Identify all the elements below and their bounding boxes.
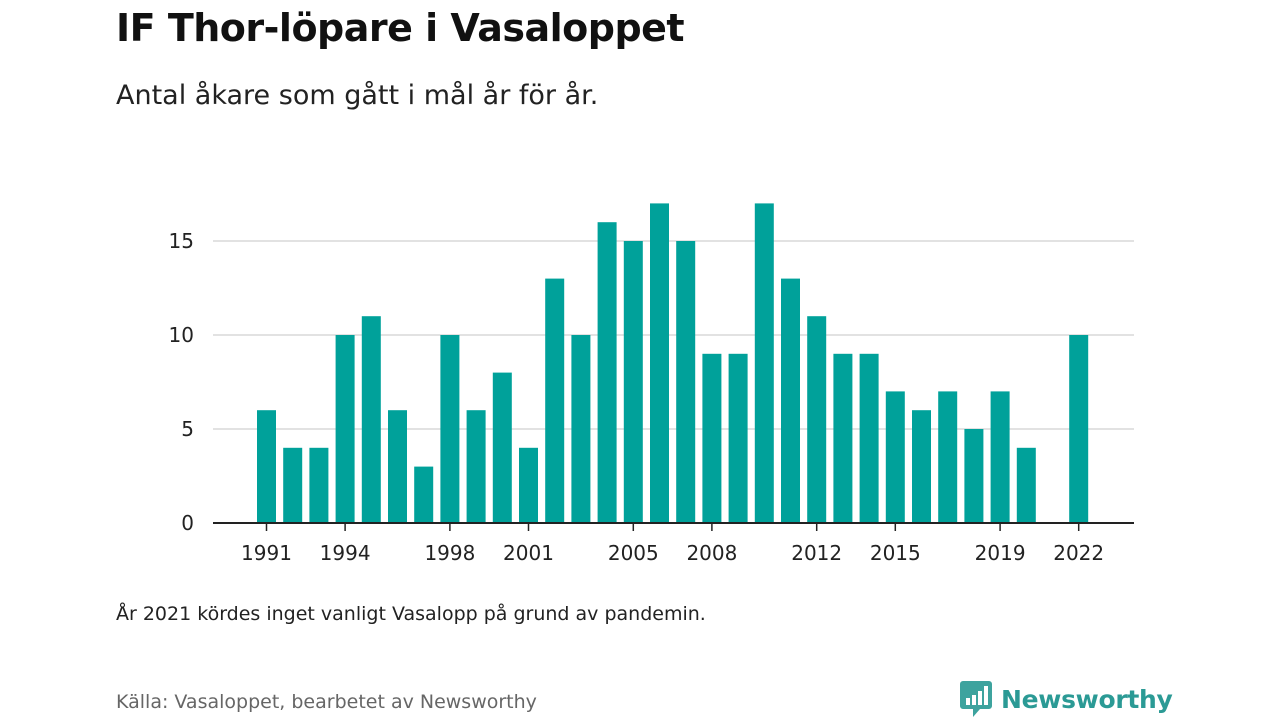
bar-2003[interactable] (571, 335, 591, 523)
bar-2016[interactable] (912, 410, 931, 523)
bar-2014[interactable] (859, 353, 879, 523)
bar-2015[interactable] (885, 391, 905, 523)
bar-2010[interactable] (754, 203, 774, 523)
bar-1991[interactable] (257, 410, 276, 523)
x-tick-label-2005: 2005 (608, 541, 659, 565)
bar-2022[interactable] (1069, 335, 1089, 523)
source-credit: Källa: Vasaloppet, bearbetet av Newswort… (116, 691, 537, 713)
bar-2002[interactable] (545, 278, 565, 523)
bar-2012[interactable] (807, 316, 827, 523)
bar-2007[interactable] (676, 241, 696, 523)
x-tick-label-2019: 2019 (975, 541, 1026, 565)
chart-subtitle: Antal åkare som gått i mål år för år. (116, 80, 599, 111)
y-axis-labels: 0 5 10 15 (169, 229, 194, 535)
bar-1993[interactable] (309, 447, 329, 523)
bars (257, 203, 1089, 523)
x-tick-label-2001: 2001 (503, 541, 554, 565)
bar-2009[interactable] (728, 353, 748, 523)
bar-2004[interactable] (597, 222, 617, 523)
x-tick-label-2015: 2015 (870, 541, 921, 565)
bar-1995[interactable] (361, 316, 381, 523)
bar-2020[interactable] (1016, 447, 1036, 523)
bar-2018[interactable] (964, 429, 984, 523)
x-axis-ticks: 1991 1994 1998 2001 2005 2008 2012 2015 2019 2022 (241, 523, 1104, 565)
y-tick-label-15: 15 (169, 229, 194, 253)
brand-name: Newsworthy (1001, 684, 1173, 714)
bar-2013[interactable] (833, 353, 853, 523)
x-tick-label-2008: 2008 (686, 541, 737, 565)
bar-2005[interactable] (623, 241, 643, 523)
bar-1998[interactable] (440, 335, 460, 523)
bar-2017[interactable] (938, 391, 958, 523)
y-tick-label-5: 5 (181, 417, 194, 441)
chart-title: IF Thor-löpare i Vasaloppet (116, 6, 685, 50)
bar-1999[interactable] (466, 410, 486, 523)
bar-1996[interactable] (388, 410, 407, 523)
x-tick-label-1998: 1998 (424, 541, 475, 565)
x-tick-label-2022: 2022 (1053, 541, 1104, 565)
bar-2008[interactable] (702, 353, 722, 523)
bar-1997[interactable] (414, 466, 434, 523)
bar-chart: 1991 1994 1998 2001 2005 2008 2012 2015 2019 2022… (169, 203, 1134, 565)
bar-2011[interactable] (781, 278, 800, 523)
x-tick-label-1991: 1991 (241, 541, 292, 565)
bar-2001[interactable] (519, 447, 538, 523)
newsworthy-logo-icon (960, 681, 992, 717)
y-tick-label-0: 0 (181, 511, 194, 535)
y-tick-label-10: 10 (169, 323, 194, 347)
bar-1994[interactable] (335, 335, 355, 523)
bar-1992[interactable] (283, 447, 303, 523)
bar-2006[interactable] (650, 203, 669, 523)
chart-footnote: År 2021 kördes inget vanligt Vasalopp på… (116, 603, 706, 625)
x-tick-label-1994: 1994 (320, 541, 371, 565)
bar-2019[interactable] (990, 391, 1010, 523)
newsworthy-brand[interactable]: Newsworthy (960, 681, 1173, 717)
x-tick-label-2012: 2012 (791, 541, 842, 565)
bar-2000[interactable] (492, 372, 512, 523)
